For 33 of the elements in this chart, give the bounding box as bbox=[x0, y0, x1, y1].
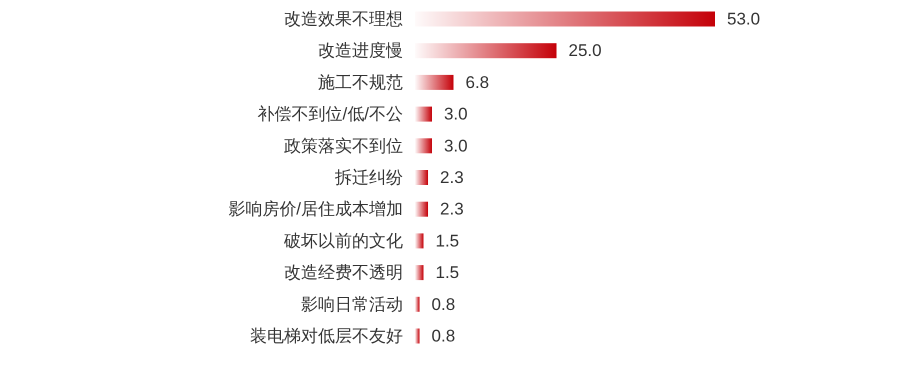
bar bbox=[415, 265, 424, 280]
bar bbox=[415, 296, 420, 312]
bar bbox=[415, 233, 424, 248]
y-tick-label: 改造效果不理想 bbox=[284, 10, 403, 28]
bar bbox=[415, 106, 432, 122]
y-tick-label: 拆迁纠纷 bbox=[334, 168, 403, 187]
data-label: 1.5 bbox=[435, 263, 460, 282]
data-label: 3.0 bbox=[444, 104, 468, 124]
y-tick-label: 补偿不到位/低/不公 bbox=[258, 104, 403, 124]
bar bbox=[415, 138, 432, 154]
y-tick-label: 影响房价/居住成本增加 bbox=[228, 200, 403, 219]
data-label: 25.0 bbox=[568, 41, 602, 60]
data-label: 53.0 bbox=[727, 10, 760, 28]
y-tick-label: 影响日常活动 bbox=[301, 294, 403, 314]
y-tick-label: 改造进度慢 bbox=[318, 41, 403, 60]
data-label: 0.8 bbox=[432, 326, 456, 346]
data-label: 6.8 bbox=[465, 72, 490, 92]
y-tick-label: 破坏以前的文化 bbox=[283, 231, 403, 250]
y-tick-label: 装电梯对低层不友好 bbox=[250, 326, 403, 346]
bar bbox=[415, 12, 715, 26]
data-label: 0.8 bbox=[432, 294, 456, 314]
bar bbox=[415, 74, 454, 90]
data-label: 3.0 bbox=[444, 136, 468, 156]
y-tick-label: 政策落实不到位 bbox=[284, 136, 403, 156]
bar bbox=[415, 328, 420, 344]
bar bbox=[415, 202, 428, 217]
data-label: 1.5 bbox=[435, 231, 460, 250]
data-label: 2.3 bbox=[440, 200, 464, 219]
y-tick-label: 改造经费不透明 bbox=[284, 263, 403, 282]
bar bbox=[415, 43, 557, 58]
bar bbox=[415, 170, 428, 185]
y-tick-label: 施工不规范 bbox=[318, 72, 403, 92]
data-label: 2.3 bbox=[440, 168, 464, 187]
